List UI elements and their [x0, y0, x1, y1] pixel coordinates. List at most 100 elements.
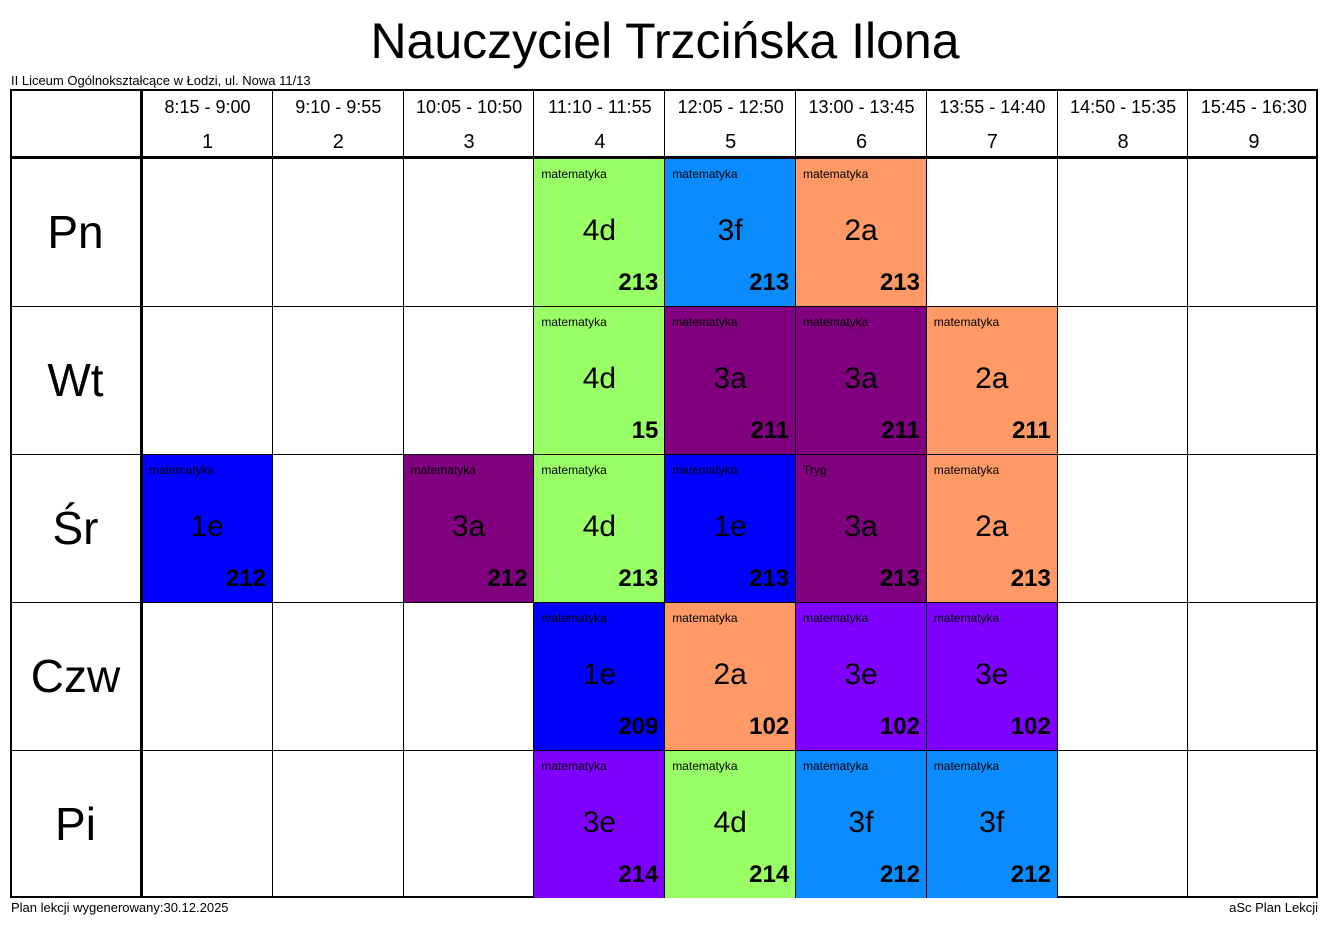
page-title: Nauczyciel Trzcińska Ilona — [370, 13, 960, 69]
lesson-room: 102 — [749, 713, 790, 740]
lesson-class: 2a — [713, 658, 747, 691]
lesson-cell[interactable]: matematyka 3e 214 — [534, 751, 665, 898]
lesson-cell[interactable]: matematyka 1e 209 — [534, 603, 665, 750]
lesson-room: 213 — [1010, 565, 1051, 592]
lesson-cell[interactable]: Tryg 3a 213 — [796, 455, 926, 602]
header-divider — [10, 156, 1318, 159]
lesson-class: 3f — [717, 214, 743, 247]
lesson-cell[interactable]: matematyka 1e 212 — [142, 455, 272, 602]
lesson-class: 1e — [582, 658, 617, 691]
lesson-subject: matematyka — [672, 463, 738, 477]
lesson-room: 102 — [1010, 713, 1051, 740]
lesson-cell[interactable]: matematyka 3f 213 — [665, 159, 796, 306]
lesson-room: 15 — [631, 417, 659, 444]
period-time: 8:15 - 9:00 — [164, 97, 251, 117]
day-label: Śr — [52, 502, 99, 554]
lesson-cell[interactable]: matematyka 4d 214 — [665, 751, 796, 898]
row-divider — [10, 454, 1318, 455]
lesson-room: 212 — [487, 565, 528, 592]
lesson-class: 3a — [844, 362, 878, 395]
period-time: 14:50 - 15:35 — [1070, 97, 1177, 117]
lesson-subject: matematyka — [933, 315, 1000, 329]
day-label: Pn — [47, 206, 104, 258]
period-number: 1 — [201, 131, 214, 153]
lesson-subject: matematyka — [541, 611, 607, 625]
lesson-subject: matematyka — [672, 167, 738, 181]
period-number: 8 — [1117, 131, 1129, 153]
column-divider — [533, 89, 535, 898]
lesson-subject: matematyka — [541, 167, 607, 181]
lesson-cell[interactable]: matematyka 3a 211 — [796, 307, 926, 454]
row-divider — [10, 306, 1318, 307]
lesson-room: 213 — [879, 565, 920, 592]
lesson-subject: matematyka — [541, 315, 607, 329]
generated-date: Plan lekcji wygenerowany:30.12.2025 — [11, 900, 229, 915]
app-name: aSc Plan Lekcji — [1229, 900, 1318, 915]
column-divider — [1187, 89, 1189, 898]
lesson-cell[interactable]: matematyka 2a 211 — [926, 307, 1057, 454]
lesson-room: 212 — [879, 861, 920, 888]
column-divider — [271, 89, 273, 898]
lesson-room: 213 — [879, 269, 920, 296]
lesson-class: 3f — [848, 806, 874, 839]
lesson-subject: matematyka — [410, 463, 476, 477]
lesson-room: 213 — [749, 269, 790, 296]
lesson-room: 211 — [750, 417, 790, 444]
lesson-cell[interactable]: matematyka 2a 213 — [926, 455, 1057, 602]
lesson-subject: matematyka — [933, 463, 1000, 477]
lesson-class: 3e — [582, 806, 617, 839]
lesson-subject: matematyka — [672, 611, 738, 625]
period-number: 3 — [463, 131, 475, 153]
lesson-subject: matematyka — [672, 315, 738, 329]
day-label: Wt — [47, 354, 104, 406]
period-number: 2 — [332, 131, 344, 153]
lesson-room: 212 — [225, 565, 266, 592]
period-time: 9:10 - 9:55 — [295, 97, 382, 117]
lesson-class: 4d — [713, 806, 747, 839]
lesson-subject: matematyka — [541, 759, 607, 773]
period-number: 7 — [986, 131, 998, 153]
lesson-subject: matematyka — [933, 759, 1000, 773]
lesson-class: 1e — [190, 510, 224, 543]
lesson-cell[interactable]: matematyka 4d 213 — [534, 455, 665, 602]
lesson-cell[interactable]: matematyka 2a 213 — [796, 159, 926, 306]
lesson-room: 214 — [749, 861, 790, 888]
lesson-room: 102 — [879, 713, 920, 740]
lesson-subject: matematyka — [803, 759, 869, 773]
lesson-cell[interactable]: matematyka 3a 212 — [403, 455, 534, 602]
lesson-subject: matematyka — [803, 167, 869, 181]
lesson-cell[interactable]: matematyka 3e 102 — [796, 603, 926, 750]
lesson-cell[interactable]: matematyka 4d 15 — [534, 307, 665, 454]
timetable-grid: 8:15 - 9:00 1 9:10 - 9:55 2 10:05 - 10:50 3 11… — [10, 89, 1318, 898]
column-divider — [925, 89, 927, 898]
lesson-class: 1e — [713, 510, 747, 543]
period-time: 13:00 - 13:45 — [808, 97, 915, 117]
lesson-cell[interactable]: matematyka 3f 212 — [796, 751, 926, 898]
day-column-divider — [140, 89, 143, 898]
period-number: 5 — [725, 131, 737, 153]
column-divider — [1056, 89, 1058, 898]
lesson-class: 3e — [844, 658, 878, 691]
lesson-cell[interactable]: matematyka 3e 102 — [926, 603, 1057, 750]
lesson-cell[interactable]: matematyka 3a 211 — [665, 307, 796, 454]
lesson-room: 211 — [1012, 417, 1051, 444]
lesson-subject: matematyka — [672, 759, 738, 773]
period-time: 13:55 - 14:40 — [939, 97, 1046, 117]
lesson-subject: matematyka — [803, 611, 869, 625]
lesson-room: 211 — [881, 417, 920, 444]
period-time: 11:10 - 11:55 — [548, 97, 652, 117]
lesson-subject: matematyka — [933, 611, 1000, 625]
lesson-class: 3e — [975, 658, 1009, 691]
lesson-class: 2a — [975, 362, 1009, 395]
row-divider — [10, 750, 1318, 751]
school-name: II Liceum Ogólnokształcące w Łodzi, ul. … — [11, 73, 311, 88]
lesson-cell[interactable]: matematyka 2a 102 — [665, 603, 796, 750]
lesson-cell[interactable]: matematyka 4d 213 — [534, 159, 665, 306]
lesson-cell[interactable]: matematyka 3f 212 — [926, 751, 1057, 898]
lesson-class: 3f — [979, 806, 1005, 839]
period-number: 4 — [594, 131, 606, 153]
lesson-class: 3a — [844, 510, 878, 543]
lesson-cell[interactable]: matematyka 1e 213 — [665, 455, 796, 602]
lesson-class: 4d — [582, 510, 617, 543]
period-time: 12:05 - 12:50 — [677, 97, 784, 117]
